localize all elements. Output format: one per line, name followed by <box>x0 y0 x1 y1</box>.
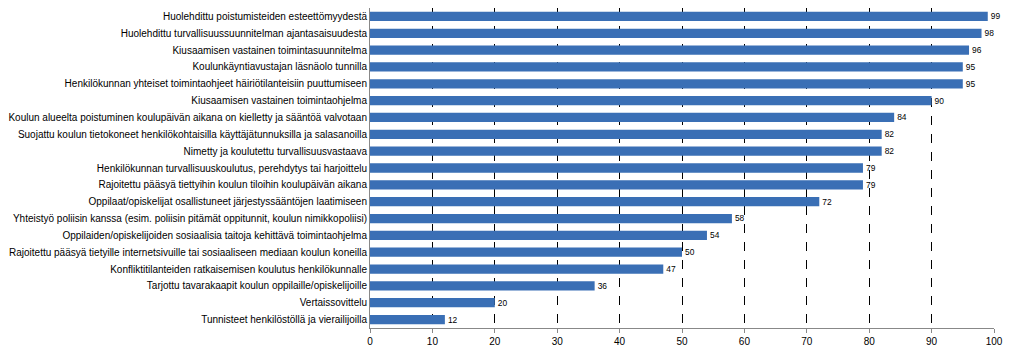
svg-text:0: 0 <box>367 336 373 347</box>
svg-text:36: 36 <box>598 281 608 291</box>
svg-text:90: 90 <box>926 336 938 347</box>
svg-text:82: 82 <box>885 146 895 156</box>
svg-text:10: 10 <box>427 336 439 347</box>
svg-text:95: 95 <box>966 79 976 89</box>
svg-text:Oppilaat/opiskelijat osallistu: Oppilaat/opiskelijat osallistuneet järje… <box>89 196 368 207</box>
svg-text:98: 98 <box>985 28 995 38</box>
svg-text:Konfliktitilanteiden ratkaisem: Konfliktitilanteiden ratkaisemisen koulu… <box>110 264 367 275</box>
svg-text:Koulun alueelta poistuminen ko: Koulun alueelta poistuminen koulupäivän … <box>8 112 367 123</box>
svg-text:Rajoitettu pääsyä tietyille in: Rajoitettu pääsyä tietyille internetsivu… <box>9 247 367 258</box>
svg-text:30: 30 <box>552 336 564 347</box>
svg-text:Yhteistyö poliisin kanssa (esi: Yhteistyö poliisin kanssa (esim. poliisi… <box>13 213 367 224</box>
svg-text:Vertaissovittelu: Vertaissovittelu <box>300 297 367 308</box>
svg-text:50: 50 <box>676 336 688 347</box>
svg-text:40: 40 <box>614 336 626 347</box>
svg-text:96: 96 <box>972 45 982 55</box>
svg-text:99: 99 <box>991 11 1001 21</box>
svg-text:82: 82 <box>885 129 895 139</box>
svg-text:Tarjottu tavarakaapit koulun o: Tarjottu tavarakaapit koulun oppilaille/… <box>147 280 368 291</box>
svg-text:54: 54 <box>710 230 720 240</box>
svg-text:Kiusaamisen vastainen toiminta: Kiusaamisen vastainen toimintasuunnitelm… <box>172 45 367 56</box>
svg-text:Henkilökunnan yhteiset toimint: Henkilökunnan yhteiset toimintaohjeet hä… <box>65 78 367 89</box>
svg-text:100: 100 <box>986 336 1003 347</box>
svg-text:Huolehdittu turvallisuussuunni: Huolehdittu turvallisuussuunnitelman aja… <box>121 28 368 39</box>
svg-text:60: 60 <box>739 336 751 347</box>
svg-text:79: 79 <box>866 163 876 173</box>
svg-text:Nimetty ja koulutettu turvalli: Nimetty ja koulutettu turvallisuusvastaa… <box>184 146 368 157</box>
svg-text:Suojattu koulun tietokoneet he: Suojattu koulun tietokoneet henkilökohta… <box>18 129 368 140</box>
svg-text:20: 20 <box>489 336 501 347</box>
svg-text:Koulunkäyntiavustajan läsnäolo: Koulunkäyntiavustajan läsnäolo tunnilla <box>192 61 367 72</box>
svg-text:Oppilaiden/opiskelijoiden sosi: Oppilaiden/opiskelijoiden sosiaalisia ta… <box>62 230 367 241</box>
svg-text:79: 79 <box>866 180 876 190</box>
svg-text:12: 12 <box>448 315 458 325</box>
svg-text:Rajoitettu pääsyä tiettyihin k: Rajoitettu pääsyä tiettyihin koulun tilo… <box>98 179 367 190</box>
svg-text:80: 80 <box>864 336 876 347</box>
svg-text:95: 95 <box>966 62 976 72</box>
svg-text:90: 90 <box>935 96 945 106</box>
svg-text:50: 50 <box>685 247 695 257</box>
svg-text:84: 84 <box>897 112 907 122</box>
svg-text:58: 58 <box>735 213 745 223</box>
svg-text:Kiusaamisen vastainen toiminta: Kiusaamisen vastainen toimintaohjelma <box>191 95 367 106</box>
svg-text:72: 72 <box>822 197 832 207</box>
svg-text:70: 70 <box>801 336 813 347</box>
svg-text:Huolehdittu poistumisteiden es: Huolehdittu poistumisteiden esteettömyyd… <box>163 11 367 22</box>
svg-text:Tunnisteet henkilöstöllä ja vi: Tunnisteet henkilöstöllä ja vierailijoil… <box>201 314 367 325</box>
svg-text:20: 20 <box>498 298 508 308</box>
svg-text:Henkilökunnan turvallisuuskoul: Henkilökunnan turvallisuuskoulutus, pere… <box>97 163 367 174</box>
svg-text:47: 47 <box>666 264 676 274</box>
